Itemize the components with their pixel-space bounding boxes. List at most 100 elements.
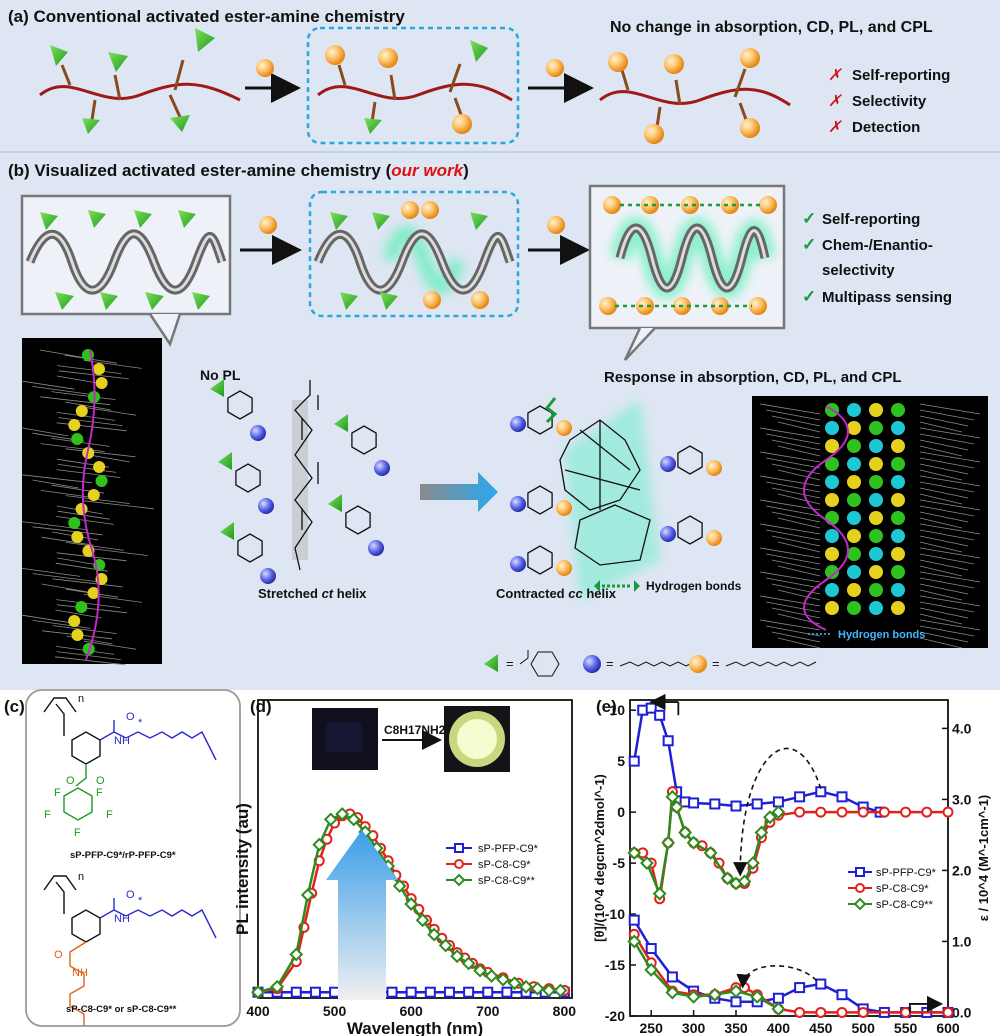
md-right-bond	[777, 565, 821, 577]
cd-point-2	[771, 805, 786, 820]
cd-y-left-tick-label-4: -10	[605, 906, 625, 922]
pl-legend-entry-0: sP-PFP-C9*	[478, 843, 539, 855]
cd-y-right-tick-label-1: 3.0	[952, 791, 972, 807]
md-right-atom	[847, 403, 861, 417]
cd-point-1	[815, 806, 827, 818]
pl-legend-marker	[452, 873, 466, 887]
md-left-bond	[83, 406, 136, 416]
cd-point-2	[686, 835, 701, 850]
abs-point-2	[665, 985, 680, 1000]
amine-ball-b2	[547, 216, 565, 234]
cd-legend-entry-1: sP-C8-C9*	[876, 883, 929, 895]
cd-y-right-tick-label-0: 4.0	[952, 720, 972, 736]
stretched-ct-helix-structure	[210, 379, 390, 584]
md-right-bond	[919, 553, 975, 565]
amide-blue-ball	[510, 556, 526, 572]
md-right-atom	[869, 421, 883, 435]
md-right-atom	[869, 583, 883, 597]
md-right-atom	[825, 457, 839, 471]
panel-b-label: (b) Visualized activated ester-amine che…	[8, 161, 469, 180]
panel-c-label: (c)	[4, 697, 25, 716]
md-right-bond	[771, 439, 821, 451]
md-left-atom	[87, 489, 100, 501]
cd-legend-entry-2: sP-C8-C9**	[876, 899, 934, 911]
benefit-check-2: ✓	[802, 235, 816, 254]
contracted-helix-label: Contracted cc helix	[496, 586, 617, 601]
abs-point-2	[707, 987, 722, 1002]
pl-point-0	[309, 986, 321, 998]
cd-point-0	[688, 797, 700, 809]
md-right-bond	[919, 481, 975, 493]
abs-point-0	[815, 978, 827, 990]
md-right-atom	[847, 511, 861, 525]
md-right-bond	[765, 625, 821, 637]
md-right-atom	[869, 547, 883, 561]
benefit-2b: selectivity	[822, 262, 895, 279]
benefit-list: ✓ Self-reporting ✓ Chem-/Enantio- select…	[802, 209, 952, 306]
struct1-f4: F	[106, 809, 113, 821]
cd-point-0	[772, 796, 784, 808]
structure-c8	[43, 875, 217, 1026]
md-right-bond	[759, 595, 821, 607]
chain-a1	[39, 28, 241, 134]
ester-green-triangle	[218, 452, 232, 470]
amide-blue-ball	[374, 460, 390, 476]
cd-point-0	[794, 791, 806, 803]
cd-point-0	[654, 709, 666, 721]
pl-point-2	[323, 812, 338, 827]
md-right-atom	[847, 421, 861, 435]
md-right-bond	[919, 595, 981, 607]
pl-point-0	[501, 986, 513, 998]
struct1-name: sP-PFP-C9*/rP-PFP-C9*	[70, 850, 176, 861]
md-right-bond	[919, 427, 981, 439]
md-left-bond	[57, 412, 116, 421]
md-left-bond	[56, 552, 127, 562]
md-left-bond	[41, 536, 94, 546]
md-right-bond	[919, 613, 963, 625]
pl-point-2	[496, 972, 510, 987]
pl-point-2	[392, 879, 407, 893]
md-right-atom	[891, 529, 905, 543]
abs-point-1	[900, 1006, 912, 1018]
svg-text:=: =	[606, 656, 614, 671]
md-right-bond	[777, 637, 821, 649]
cd-point-0	[730, 800, 742, 812]
md-left-bond	[41, 583, 88, 593]
md-right-atom	[825, 583, 839, 597]
md-right-atom	[891, 583, 905, 597]
md-right-bond	[765, 481, 821, 493]
md-left-bond	[32, 526, 103, 536]
cd-legend-marker	[855, 867, 865, 877]
md-right-bond	[765, 409, 821, 421]
cd-x-tick-label-7: 600	[936, 1020, 960, 1036]
md-left-bond	[83, 500, 154, 510]
md-left-bond	[83, 547, 148, 556]
md-right-bond	[771, 631, 821, 643]
struct2-o1: O	[126, 889, 135, 901]
md-right-bond	[759, 451, 821, 463]
md-right-atom	[825, 511, 839, 525]
pl-plot-frame	[257, 699, 573, 999]
md-simulation-left	[21, 338, 162, 666]
pl-point-2	[404, 897, 419, 911]
md-left-bond	[83, 360, 142, 369]
struct1-n: n	[78, 693, 84, 705]
struct1-o3: O	[96, 775, 105, 787]
cd-y-left-tick-label-2: 0	[617, 804, 625, 820]
cd-y-right-tick-label-4: 0.0	[952, 1004, 972, 1020]
struct1-o1: O	[126, 711, 135, 723]
benefit-check-3: ✓	[802, 287, 816, 306]
md-right-bond	[919, 625, 975, 637]
cd-y-left-tick-label-3: -5	[613, 855, 626, 871]
md-right-bond	[919, 541, 963, 553]
pl-point-0	[405, 986, 417, 998]
cd-point-2	[652, 886, 667, 901]
intermediate-box-a	[306, 26, 520, 145]
pl-point-2	[346, 812, 361, 827]
md-left-atom	[71, 433, 84, 445]
amine-ball-a2	[546, 59, 564, 77]
pl-point-2	[427, 927, 442, 942]
md-left-atom	[71, 531, 84, 543]
pl-photo-after	[444, 706, 510, 772]
cd-point-0	[628, 755, 640, 767]
